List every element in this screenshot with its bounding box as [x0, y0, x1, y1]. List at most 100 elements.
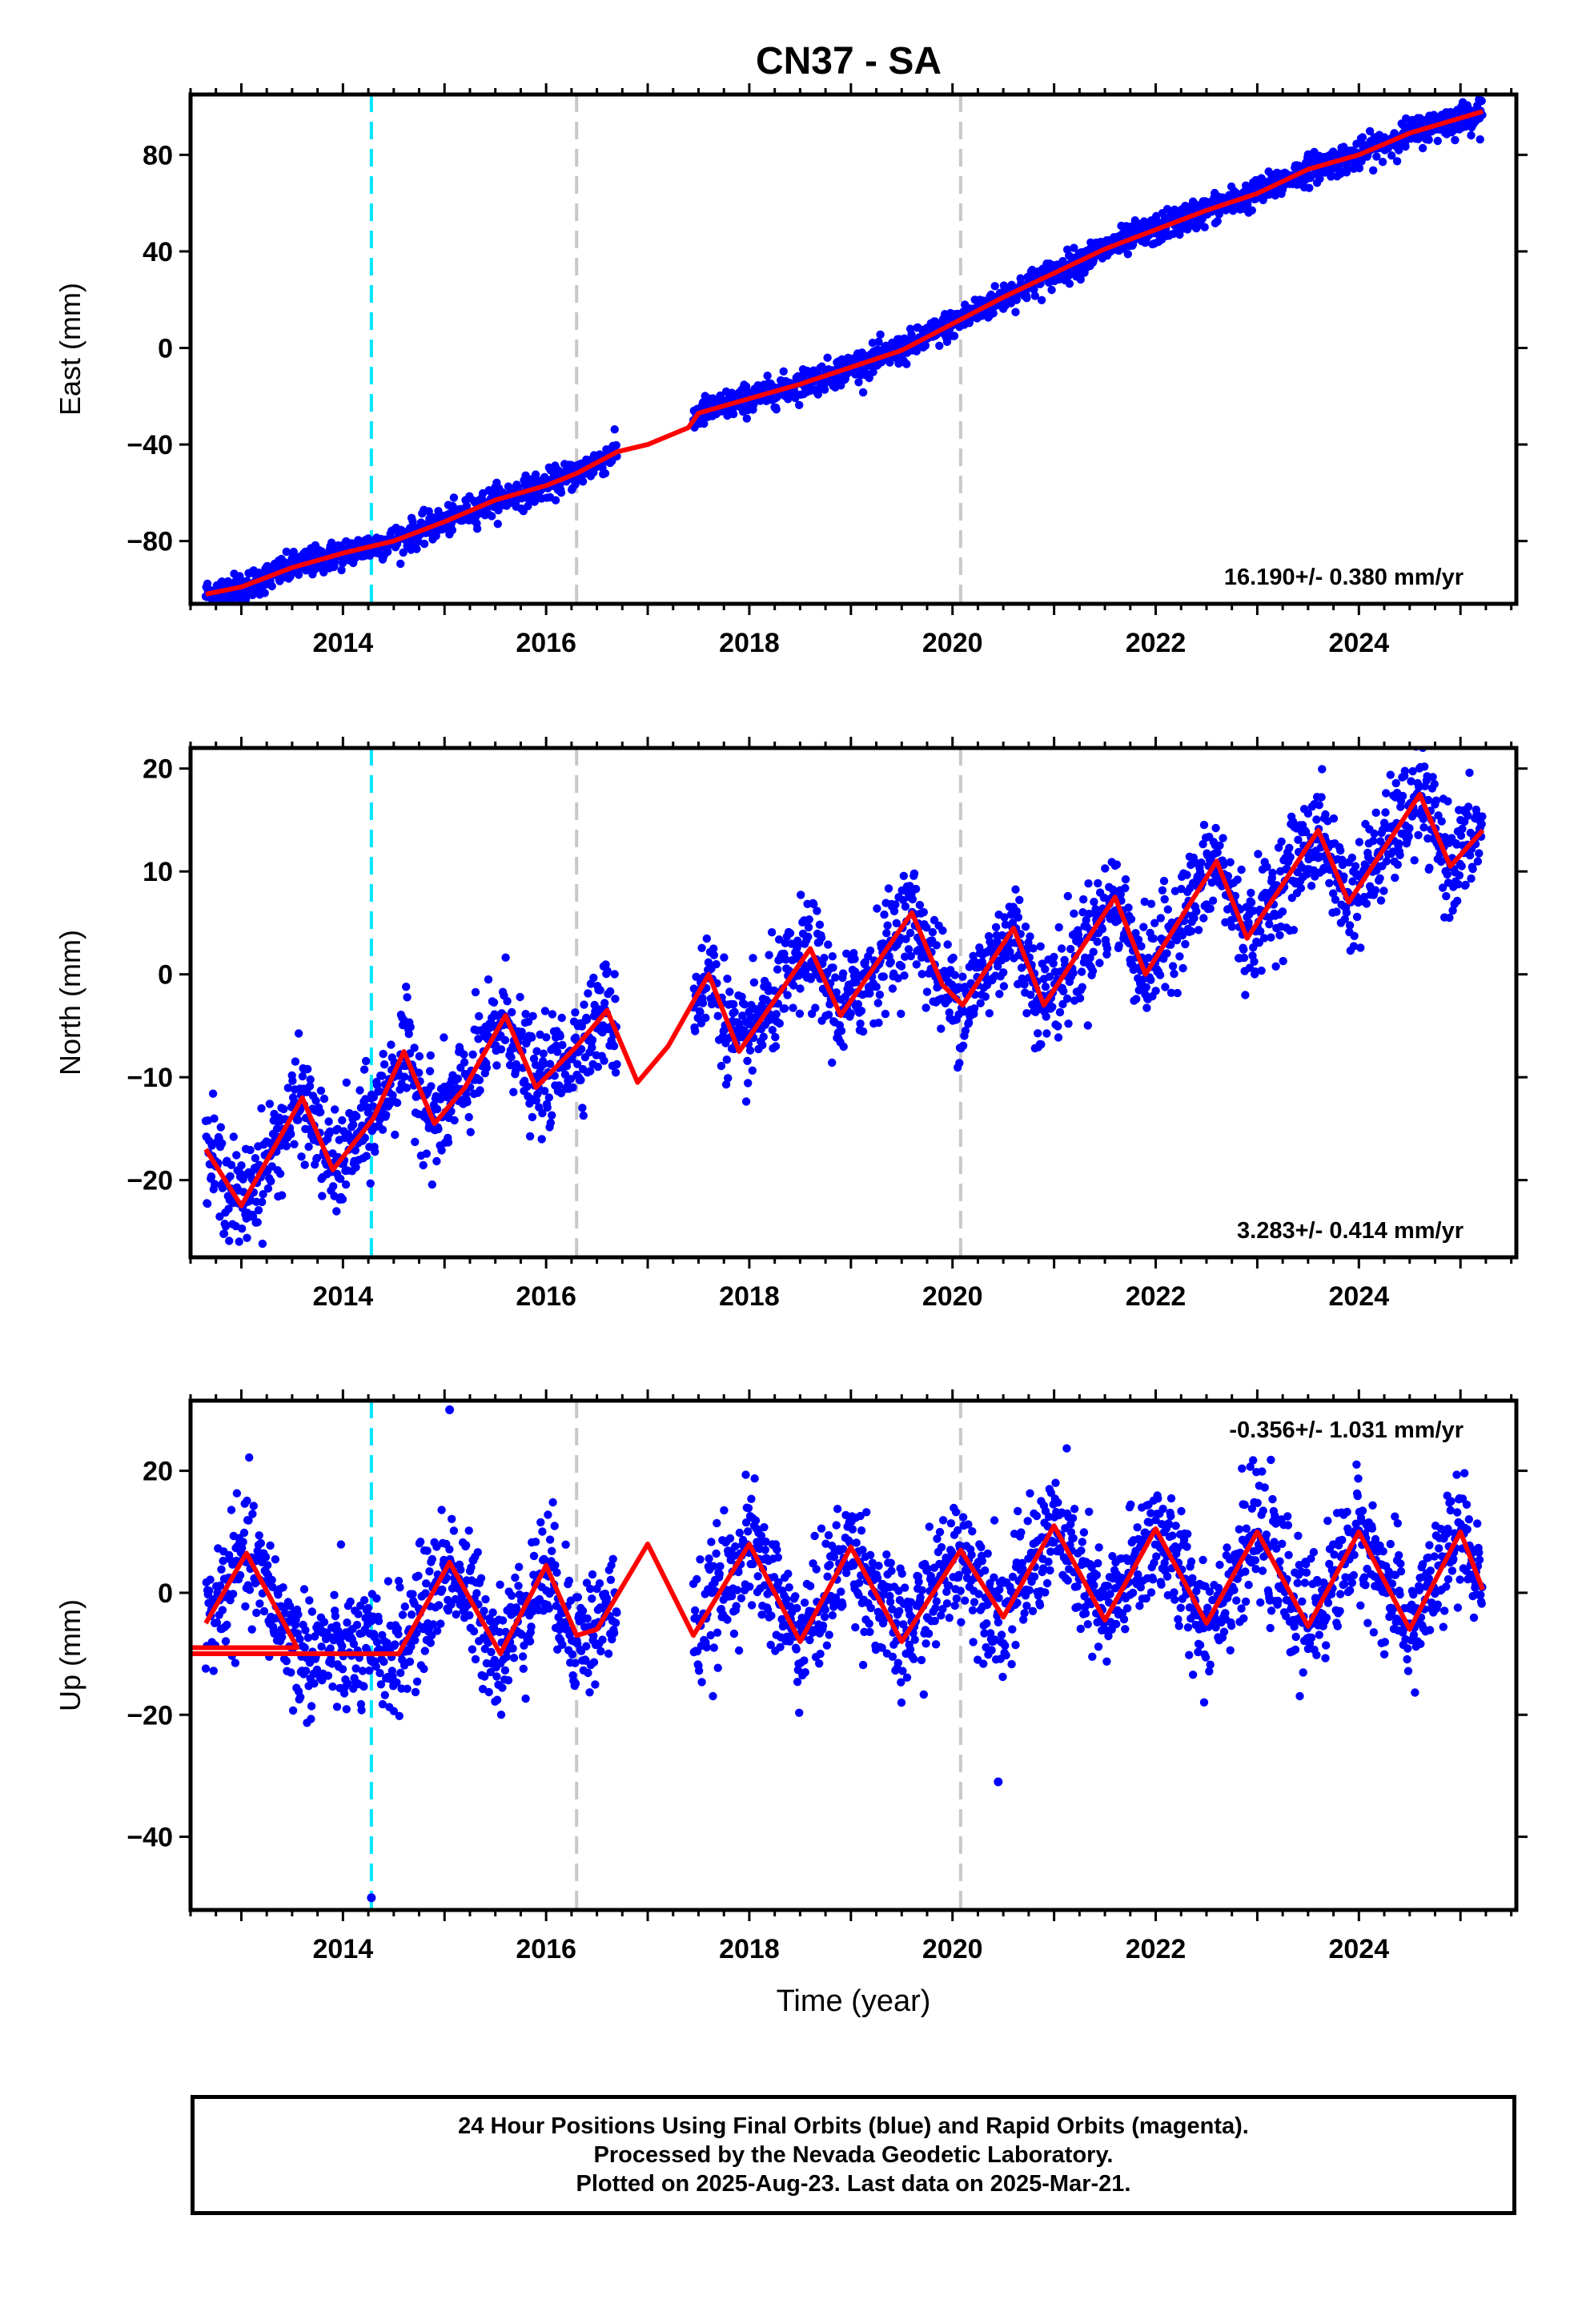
- data-point: [404, 1029, 413, 1039]
- data-point: [879, 972, 889, 981]
- data-point: [846, 1009, 856, 1018]
- data-point: [372, 1594, 381, 1603]
- data-point: [1426, 722, 1434, 730]
- data-point: [578, 1104, 587, 1112]
- data-point: [552, 1041, 560, 1050]
- data-point: [880, 910, 889, 919]
- data-point: [257, 1104, 266, 1113]
- y-axis-label: North (mm): [54, 930, 86, 1076]
- x-tick-label: 2020: [922, 628, 983, 658]
- data-point: [1095, 959, 1104, 967]
- data-point: [437, 1146, 446, 1155]
- data-point: [258, 1239, 267, 1248]
- data-point: [540, 1059, 548, 1068]
- data-point: [824, 1010, 833, 1019]
- data-point: [331, 1105, 339, 1114]
- data-point: [922, 987, 932, 996]
- data-point: [1219, 834, 1227, 842]
- data-point: [578, 477, 588, 486]
- data-point: [492, 1061, 501, 1070]
- data-point: [1375, 874, 1384, 883]
- data-point: [359, 1065, 369, 1074]
- data-point: [1022, 293, 1031, 303]
- data-point: [935, 341, 944, 350]
- data-point: [1048, 1003, 1057, 1011]
- data-point: [772, 405, 781, 414]
- data-point: [307, 1607, 316, 1616]
- data-point: [938, 926, 947, 935]
- data-point: [351, 1163, 360, 1172]
- data-point: [556, 489, 566, 497]
- data-point: [1393, 860, 1403, 869]
- data-point: [379, 1657, 388, 1667]
- data-point: [989, 309, 998, 318]
- data-point: [568, 1083, 577, 1092]
- data-point: [1464, 802, 1473, 811]
- data-point: [1388, 847, 1397, 856]
- data-point: [1452, 840, 1461, 849]
- data-point: [349, 1639, 359, 1648]
- data-point: [229, 1132, 238, 1141]
- data-point: [489, 998, 499, 1007]
- data-point: [528, 1112, 537, 1122]
- data-point: [852, 978, 861, 987]
- data-point: [359, 1682, 368, 1691]
- data-point: [247, 1625, 256, 1634]
- data-point: [223, 605, 231, 613]
- data-point: [1254, 850, 1263, 858]
- data-point: [224, 1204, 233, 1213]
- data-point: [943, 940, 952, 949]
- data-point: [1146, 975, 1155, 984]
- data-point: [789, 1003, 797, 1012]
- data-point: [1303, 809, 1313, 818]
- data-point: [525, 1132, 535, 1141]
- data-point: [1000, 913, 1009, 922]
- data-point: [1329, 814, 1339, 823]
- data-point: [307, 1715, 315, 1723]
- data-point: [371, 1148, 379, 1156]
- data-point: [1251, 967, 1260, 976]
- data-point: [332, 1703, 342, 1711]
- data-point: [610, 970, 619, 979]
- data-point: [424, 507, 433, 516]
- data-point: [505, 1060, 515, 1070]
- data-point: [1011, 885, 1020, 894]
- data-point: [858, 1027, 868, 1036]
- x-tick-label: 2024: [1328, 628, 1389, 658]
- data-point: [1401, 142, 1410, 151]
- data-point: [932, 941, 942, 950]
- data-point: [771, 1032, 780, 1042]
- data-point: [412, 545, 421, 553]
- data-point: [897, 1009, 905, 1019]
- data-point: [700, 419, 709, 428]
- data-point: [1175, 952, 1184, 961]
- data-point: [1126, 915, 1136, 924]
- data-point: [742, 414, 751, 423]
- data-point: [1042, 1012, 1050, 1021]
- data-point: [696, 1007, 705, 1016]
- data-point: [1340, 915, 1350, 924]
- data-point: [1458, 824, 1467, 834]
- data-point: [991, 923, 1001, 932]
- data-point: [873, 999, 883, 1007]
- data-point: [1070, 909, 1078, 919]
- data-point: [1410, 856, 1419, 865]
- data-point: [1391, 778, 1400, 788]
- data-point: [1289, 926, 1299, 935]
- data-point: [509, 1088, 518, 1096]
- data-point: [713, 1011, 722, 1020]
- data-point: [1194, 926, 1203, 935]
- data-point: [1443, 797, 1452, 806]
- data-point: [323, 1671, 333, 1680]
- data-point: [1350, 931, 1359, 941]
- data-point: [596, 986, 604, 995]
- data-point: [546, 1118, 555, 1128]
- data-point: [709, 944, 718, 953]
- data-point: [1365, 127, 1375, 135]
- data-point: [1379, 887, 1388, 895]
- data-point: [1277, 837, 1286, 846]
- data-point: [528, 1033, 536, 1042]
- data-point: [949, 953, 958, 963]
- data-point: [1355, 163, 1364, 173]
